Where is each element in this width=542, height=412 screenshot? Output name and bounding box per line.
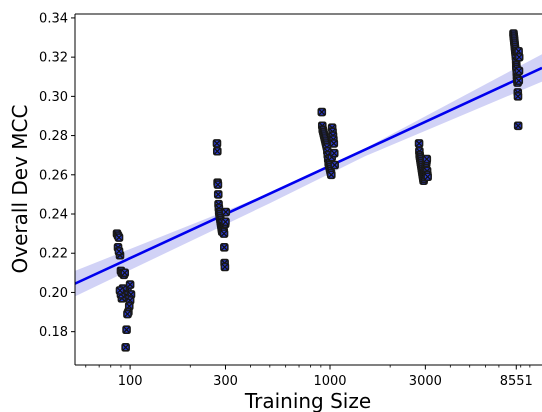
data-point <box>423 172 432 182</box>
data-point <box>123 309 132 319</box>
data-point-cross <box>328 171 335 179</box>
data-point-cross <box>415 140 423 147</box>
data-point <box>121 343 130 352</box>
data-point-cross <box>213 140 221 147</box>
data-point-cross <box>124 310 131 318</box>
data-point-cross <box>515 53 523 61</box>
y-tick-label: 0.32 <box>39 51 68 66</box>
data-point-cross <box>221 263 229 271</box>
regression-line-layer <box>75 66 542 285</box>
y-tick-label: 0.26 <box>39 168 68 183</box>
data-point <box>115 286 125 295</box>
data-point-cross <box>214 191 222 198</box>
data-point <box>221 207 231 217</box>
data-point <box>213 180 223 189</box>
data-point-cross <box>331 161 338 169</box>
data-point-cross <box>222 208 230 216</box>
data-point <box>213 190 223 199</box>
y-tick-label: 0.28 <box>39 129 68 144</box>
data-point-cross <box>318 108 326 116</box>
y-tick-label: 0.18 <box>39 325 68 340</box>
data-point <box>414 139 424 148</box>
data-point-cross <box>330 140 338 147</box>
data-point-cross <box>515 67 523 75</box>
data-point-cross <box>123 326 130 333</box>
data-point-cross <box>514 122 522 130</box>
data-point <box>219 229 229 238</box>
data-point-cross <box>121 269 128 277</box>
data-point <box>212 146 222 156</box>
data-point-cross <box>423 155 431 163</box>
data-point-cross <box>126 281 134 288</box>
data-point <box>220 243 229 252</box>
x-tick-label: 3000 <box>409 374 442 389</box>
data-point-cross <box>116 287 124 294</box>
data-point-cross <box>424 173 431 181</box>
data-point-cross <box>122 344 129 351</box>
data-point-cross <box>115 234 123 241</box>
data-point <box>221 217 230 227</box>
data-point <box>513 92 523 101</box>
data-point <box>120 268 130 278</box>
y-axis-title: Overall Dev MCC <box>8 105 32 274</box>
data-point <box>329 139 339 148</box>
data-point <box>422 154 432 164</box>
y-tick-label: 0.30 <box>39 90 68 105</box>
data-point <box>514 76 524 85</box>
data-point <box>514 66 524 76</box>
x-tick-label: 8551 <box>500 374 533 389</box>
data-point-cross <box>222 218 229 226</box>
data-point-cross <box>515 77 523 84</box>
y-tick-label: 0.20 <box>39 286 68 301</box>
data-point <box>212 139 222 148</box>
data-point <box>326 170 336 180</box>
data-point <box>329 148 339 158</box>
data-point-cross <box>214 181 222 188</box>
data-point <box>220 262 230 272</box>
data-point <box>114 233 124 242</box>
data-point-cross <box>220 230 228 237</box>
data-point-cross <box>221 244 228 251</box>
x-tick-label: 100 <box>118 374 143 389</box>
data-point <box>122 325 131 335</box>
x-tick-label: 1000 <box>313 374 346 389</box>
regression-line <box>75 66 542 285</box>
data-points-layer <box>112 29 524 352</box>
data-point-cross <box>330 149 338 157</box>
x-tick-label: 300 <box>213 374 238 389</box>
axes: 0.18 0.20 0.22 0.24 0.26 0.28 0.30 0.32 0.34 100 3… <box>39 11 542 389</box>
data-point <box>330 160 339 170</box>
data-point <box>114 246 124 256</box>
y-tick-label: 0.22 <box>39 247 68 262</box>
data-point-cross <box>514 93 522 100</box>
data-point-cross <box>115 248 123 255</box>
data-point <box>317 107 327 117</box>
y-tick-label: 0.24 <box>39 208 68 223</box>
data-point-cross <box>214 148 221 155</box>
y-tick-label: 0.34 <box>39 11 68 26</box>
data-point <box>513 121 523 131</box>
data-point <box>514 52 524 62</box>
x-axis-title: Training Size <box>244 389 371 412</box>
data-point <box>125 280 135 289</box>
